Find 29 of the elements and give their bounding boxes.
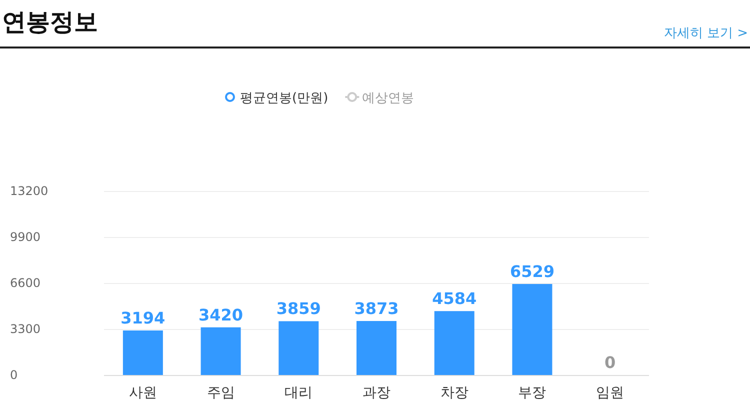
x-tick-label: 부장 bbox=[518, 385, 546, 401]
x-tick-label: 주임 bbox=[206, 385, 235, 401]
data-label: 3420 bbox=[198, 305, 244, 324]
x-tick-label: 임원 bbox=[596, 385, 624, 401]
text: 자세히 보기 > bbox=[664, 26, 748, 41]
x-tick-label: 과장 bbox=[362, 385, 390, 401]
y-tick-label: 3300 bbox=[10, 322, 41, 336]
data-label: 0 bbox=[604, 353, 616, 372]
y-tick-label: 9900 bbox=[10, 230, 41, 244]
x-tick-label: 대리 bbox=[284, 385, 313, 401]
bar bbox=[278, 321, 319, 375]
chart-title: 연봉정보 bbox=[2, 8, 98, 36]
data-label: 3859 bbox=[276, 299, 321, 318]
bar bbox=[434, 311, 474, 375]
bar bbox=[512, 284, 552, 375]
y-tick-label: 0 bbox=[10, 368, 18, 382]
bar bbox=[356, 321, 396, 375]
legend-label: 평균연봉(만원) bbox=[240, 91, 328, 106]
y-tick-label: 13200 bbox=[10, 184, 48, 198]
bar bbox=[200, 327, 241, 375]
data-label: 6529 bbox=[510, 262, 554, 281]
data-label: 3194 bbox=[120, 308, 166, 328]
data-label: 3873 bbox=[354, 299, 399, 318]
x-tick-label: 사원 bbox=[128, 385, 157, 401]
bar bbox=[122, 330, 163, 375]
data-label: 4584 bbox=[432, 289, 477, 308]
x-tick-label: 차장 bbox=[440, 385, 468, 401]
legend-label: 예상연봉 bbox=[362, 91, 414, 106]
y-tick-label: 6600 bbox=[10, 276, 41, 290]
